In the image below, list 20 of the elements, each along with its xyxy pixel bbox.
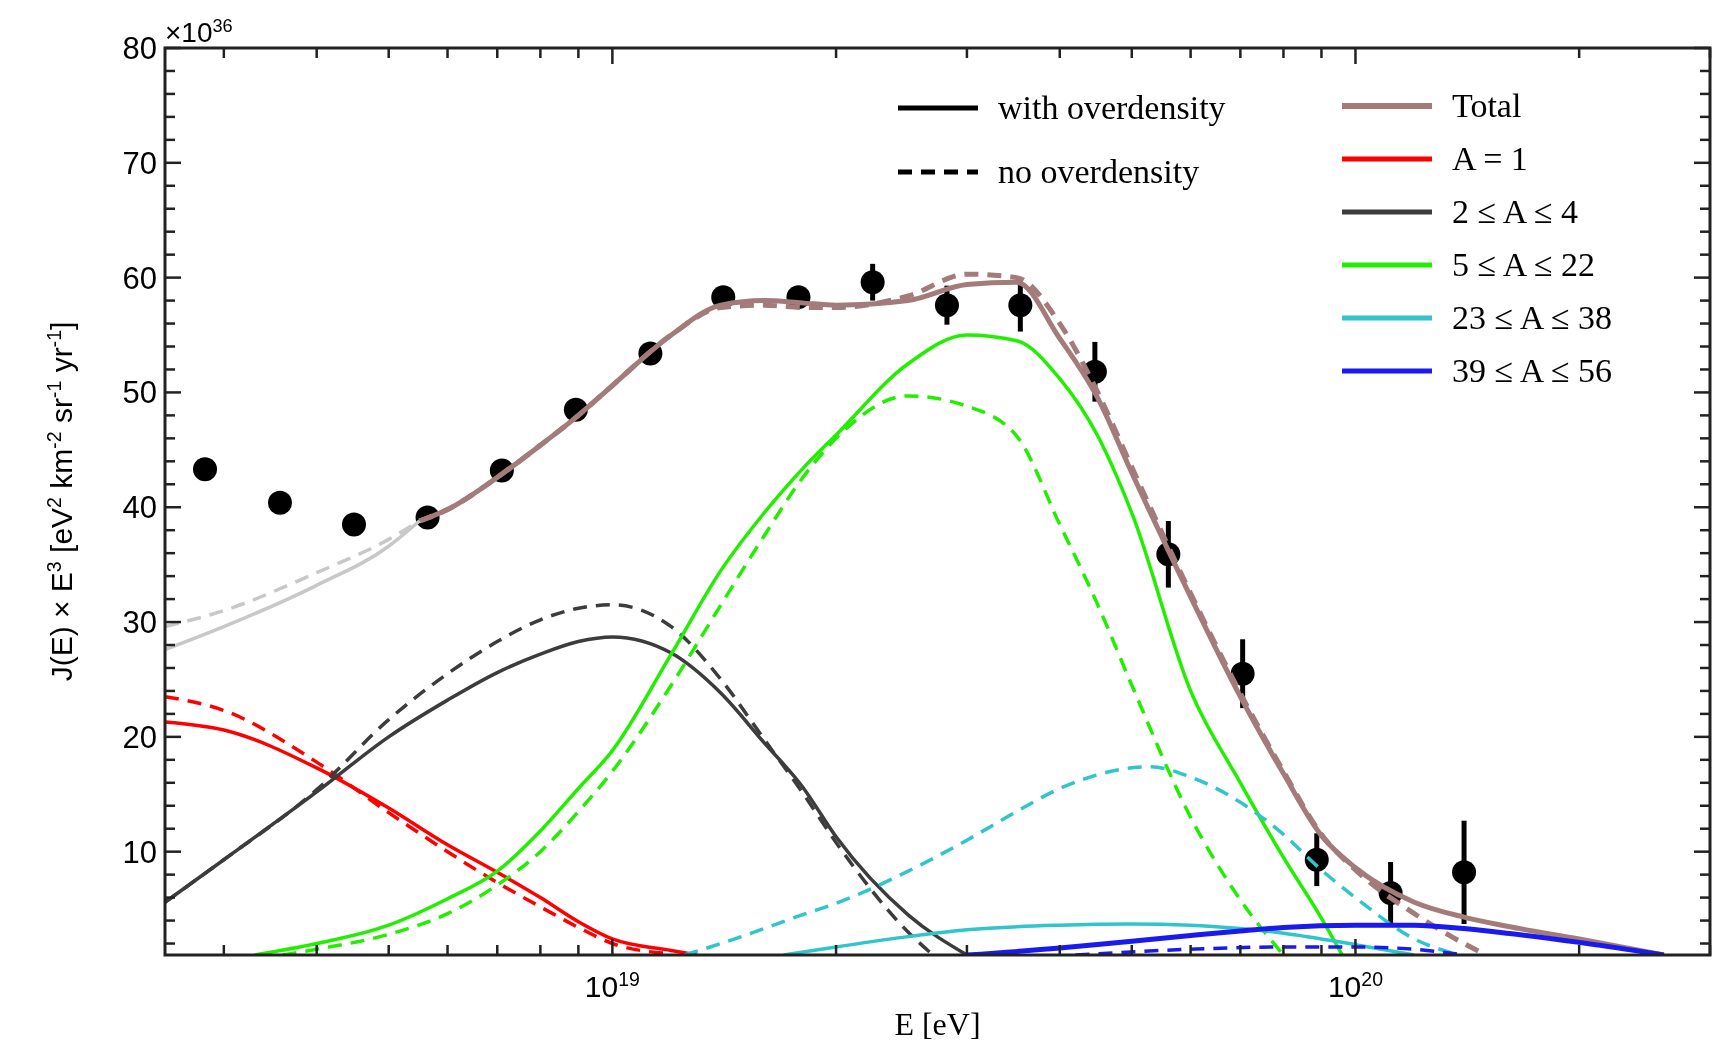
x-tick-label: 10$^{19}$ xyxy=(584,968,640,1003)
legend-label: 2 ≤ A ≤ 4 xyxy=(1452,193,1579,230)
legend-label: Total xyxy=(1452,87,1522,124)
legend-label: 23 ≤ A ≤ 38 xyxy=(1452,299,1613,336)
y-tick-label: 40 xyxy=(122,490,157,526)
legend-label: A = 1 xyxy=(1452,140,1528,177)
legend-label: no overdensity xyxy=(998,153,1200,190)
y-tick-label: 60 xyxy=(122,260,157,296)
y-tick-label: 30 xyxy=(122,605,157,641)
annotation: ×10$^{36}$ xyxy=(165,16,233,48)
legend-label: 39 ≤ A ≤ 56 xyxy=(1452,352,1613,389)
y-tick-label: 10 xyxy=(122,834,157,870)
y-tick-label: 50 xyxy=(122,375,157,411)
y-tick-label: 20 xyxy=(122,719,157,755)
legend-label: with overdensity xyxy=(998,89,1226,126)
y-tick-label: 70 xyxy=(122,145,157,181)
y-tick-label: 80 xyxy=(122,31,157,66)
x-axis-title: E [eV] xyxy=(894,1006,981,1042)
legend-label: 5 ≤ A ≤ 22 xyxy=(1452,246,1596,283)
x-tick-label: 10$^{20}$ xyxy=(1327,968,1384,1003)
